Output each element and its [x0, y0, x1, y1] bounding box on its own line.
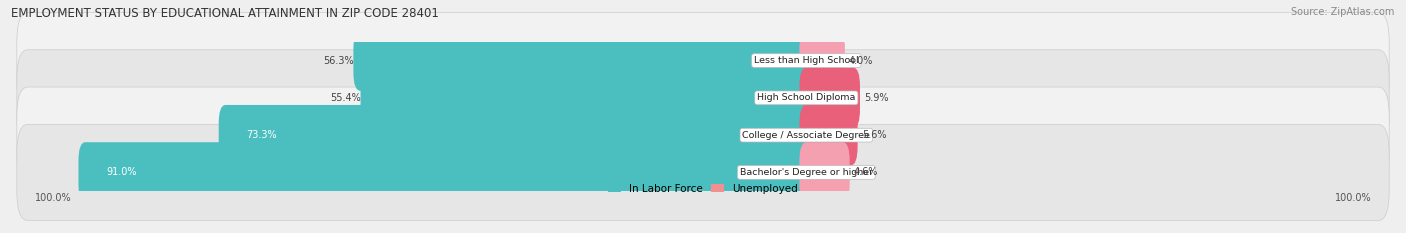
FancyBboxPatch shape	[17, 87, 1389, 183]
Text: High School Diploma: High School Diploma	[758, 93, 855, 102]
Text: 100.0%: 100.0%	[1334, 193, 1371, 203]
Text: 5.6%: 5.6%	[862, 130, 886, 140]
Text: 5.9%: 5.9%	[865, 93, 889, 103]
Legend: In Labor Force, Unemployed: In Labor Force, Unemployed	[605, 179, 801, 198]
Text: 100.0%: 100.0%	[35, 193, 72, 203]
Text: 4.6%: 4.6%	[853, 168, 879, 177]
Text: 4.0%: 4.0%	[849, 56, 873, 65]
Text: 91.0%: 91.0%	[105, 168, 136, 177]
FancyBboxPatch shape	[219, 105, 813, 165]
FancyBboxPatch shape	[800, 142, 849, 203]
FancyBboxPatch shape	[17, 13, 1389, 109]
FancyBboxPatch shape	[353, 30, 813, 91]
Text: Bachelor's Degree or higher: Bachelor's Degree or higher	[740, 168, 873, 177]
FancyBboxPatch shape	[79, 142, 813, 203]
FancyBboxPatch shape	[800, 68, 860, 128]
Text: EMPLOYMENT STATUS BY EDUCATIONAL ATTAINMENT IN ZIP CODE 28401: EMPLOYMENT STATUS BY EDUCATIONAL ATTAINM…	[11, 7, 439, 20]
FancyBboxPatch shape	[800, 30, 845, 91]
Text: 73.3%: 73.3%	[246, 130, 277, 140]
Text: Source: ZipAtlas.com: Source: ZipAtlas.com	[1291, 7, 1395, 17]
FancyBboxPatch shape	[360, 68, 813, 128]
FancyBboxPatch shape	[17, 124, 1389, 220]
FancyBboxPatch shape	[17, 50, 1389, 146]
Text: 56.3%: 56.3%	[323, 56, 353, 65]
Text: Less than High School: Less than High School	[754, 56, 859, 65]
FancyBboxPatch shape	[800, 105, 858, 165]
Text: College / Associate Degree: College / Associate Degree	[742, 131, 870, 140]
Text: 55.4%: 55.4%	[330, 93, 360, 103]
